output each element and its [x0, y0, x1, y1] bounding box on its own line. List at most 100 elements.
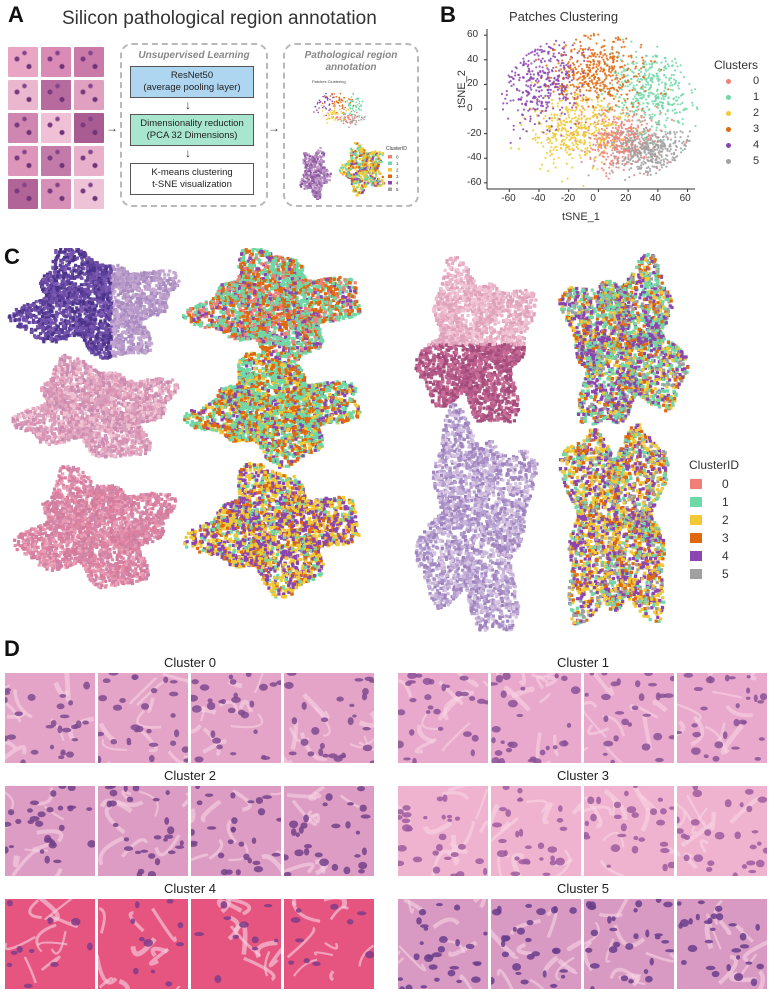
scatter-point	[588, 117, 591, 120]
scatter-point	[607, 132, 610, 135]
scatter-point	[573, 63, 576, 66]
scatter-point	[679, 103, 682, 106]
scatter-point	[611, 108, 614, 111]
scatter-point	[588, 144, 592, 147]
scatter-point	[556, 75, 559, 78]
scatter-point	[632, 139, 635, 142]
scatter-point	[528, 78, 531, 82]
scatter-point	[651, 160, 654, 163]
scatter-point	[655, 126, 658, 129]
scatter-point	[599, 66, 602, 69]
scatter-point	[694, 124, 697, 128]
scatter-point	[649, 155, 652, 158]
scatter-point	[653, 60, 656, 63]
scatter-point	[623, 64, 626, 67]
scatter-point	[579, 76, 582, 79]
scatter-point	[640, 115, 643, 118]
scatter-point	[562, 77, 565, 80]
scatter-point	[690, 89, 693, 92]
scatter-point	[660, 140, 664, 143]
scatter-point	[600, 99, 603, 102]
scatter-point	[628, 176, 631, 179]
scatter-point	[611, 171, 614, 174]
scatter-point	[608, 102, 611, 105]
scatter-point	[579, 63, 582, 66]
scatter-point	[546, 138, 549, 141]
scatter-point	[566, 62, 569, 65]
scatter-point	[548, 125, 551, 128]
scatter-point	[554, 166, 557, 169]
scatter-point	[631, 143, 634, 146]
scatter-point	[668, 79, 671, 82]
scatter-point	[651, 133, 654, 136]
scatter-point	[638, 165, 641, 168]
scatter-point	[662, 144, 665, 147]
scatter-point	[632, 84, 635, 87]
scatter-point	[540, 130, 543, 134]
scatter-point	[527, 93, 530, 96]
scatter-point	[537, 114, 540, 117]
scatter-point	[666, 158, 669, 162]
scatter-point	[530, 62, 533, 65]
scatter-point	[624, 114, 627, 117]
scatter-point	[615, 150, 619, 153]
scatter-point	[519, 98, 522, 101]
scatter-point	[663, 69, 666, 72]
scatter-point	[534, 96, 537, 99]
scatter-point	[549, 154, 552, 157]
scatter-point	[634, 67, 637, 70]
scatter-point	[655, 123, 658, 126]
scatter-point	[600, 123, 603, 126]
scatter-point	[577, 127, 580, 130]
scatter-point	[632, 60, 635, 63]
scatter-point	[621, 143, 624, 146]
scatter-point	[629, 54, 632, 57]
scatter-point	[635, 137, 639, 140]
scatter-point	[603, 149, 606, 152]
scatter-point	[589, 156, 592, 159]
slide-legend-item: 3	[690, 531, 729, 545]
scatter-point	[510, 84, 513, 87]
scatter-point	[647, 146, 650, 149]
scatter-point	[586, 98, 589, 101]
scatter-point	[655, 96, 658, 100]
panel-letter-a: A	[8, 2, 24, 28]
scatter-point	[601, 81, 604, 84]
scatter-point	[560, 99, 563, 102]
scatter-point	[548, 46, 552, 49]
scatter-point	[659, 92, 662, 95]
scatter-point	[616, 157, 619, 160]
panel-a-title: Silicon pathological region annotation	[62, 8, 377, 30]
scatter-point	[595, 42, 598, 45]
scatter-point	[602, 121, 605, 125]
scatter-point	[558, 44, 561, 47]
scatter-point	[639, 70, 643, 73]
scatter-point	[568, 134, 571, 137]
scatter-point	[599, 70, 602, 73]
scatter-point	[657, 136, 660, 139]
scatter-point	[551, 132, 554, 135]
scatter-point	[594, 148, 597, 152]
scatter-point	[564, 108, 567, 111]
scatter-point	[564, 87, 567, 91]
scatter-point	[585, 63, 588, 67]
scatter-point	[517, 147, 520, 150]
scatter-point	[619, 58, 623, 61]
scatter-point	[659, 144, 662, 147]
scatter-point	[626, 115, 630, 118]
scatter-point	[620, 88, 623, 91]
scatter-point	[573, 96, 576, 100]
scatter-point	[597, 76, 600, 80]
scatter-point	[568, 70, 571, 73]
scatter-point	[507, 117, 510, 120]
scatter-point	[612, 55, 615, 58]
scatter-point	[583, 69, 586, 72]
scatter-point	[616, 117, 619, 120]
scatter-point	[667, 88, 670, 91]
scatter-point	[674, 57, 677, 61]
scatter-point	[545, 152, 549, 155]
scatter-point	[655, 148, 659, 151]
scatter-point	[518, 89, 521, 92]
scatter-point	[660, 130, 663, 133]
scatter-point	[658, 153, 661, 156]
